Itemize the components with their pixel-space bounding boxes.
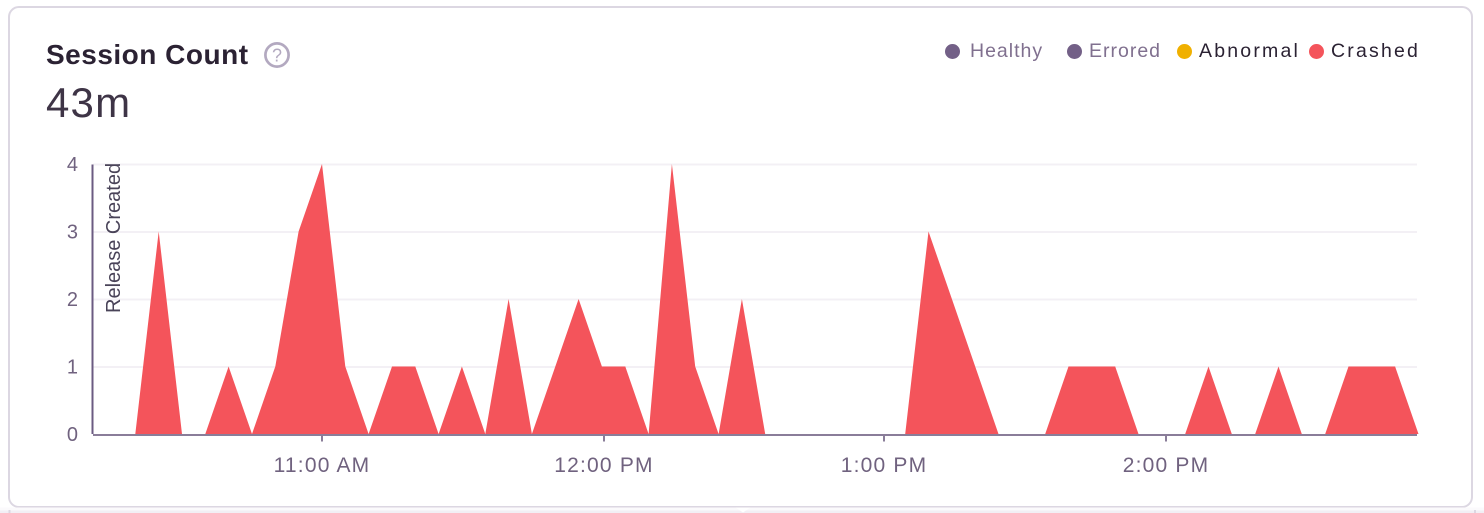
svg-text:2:00 PM: 2:00 PM [1123, 454, 1210, 477]
svg-text:3: 3 [67, 222, 78, 244]
svg-text:1: 1 [67, 357, 78, 379]
svg-text:2: 2 [67, 289, 78, 311]
svg-text:0: 0 [67, 424, 78, 446]
svg-text:?: ? [272, 46, 282, 66]
svg-text:1:00 PM: 1:00 PM [841, 454, 928, 477]
svg-text:12:00 PM: 12:00 PM [554, 454, 654, 477]
svg-text:Release Created: Release Created [103, 163, 125, 313]
svg-text:11:00 AM: 11:00 AM [274, 454, 371, 477]
svg-text:4: 4 [67, 154, 78, 176]
